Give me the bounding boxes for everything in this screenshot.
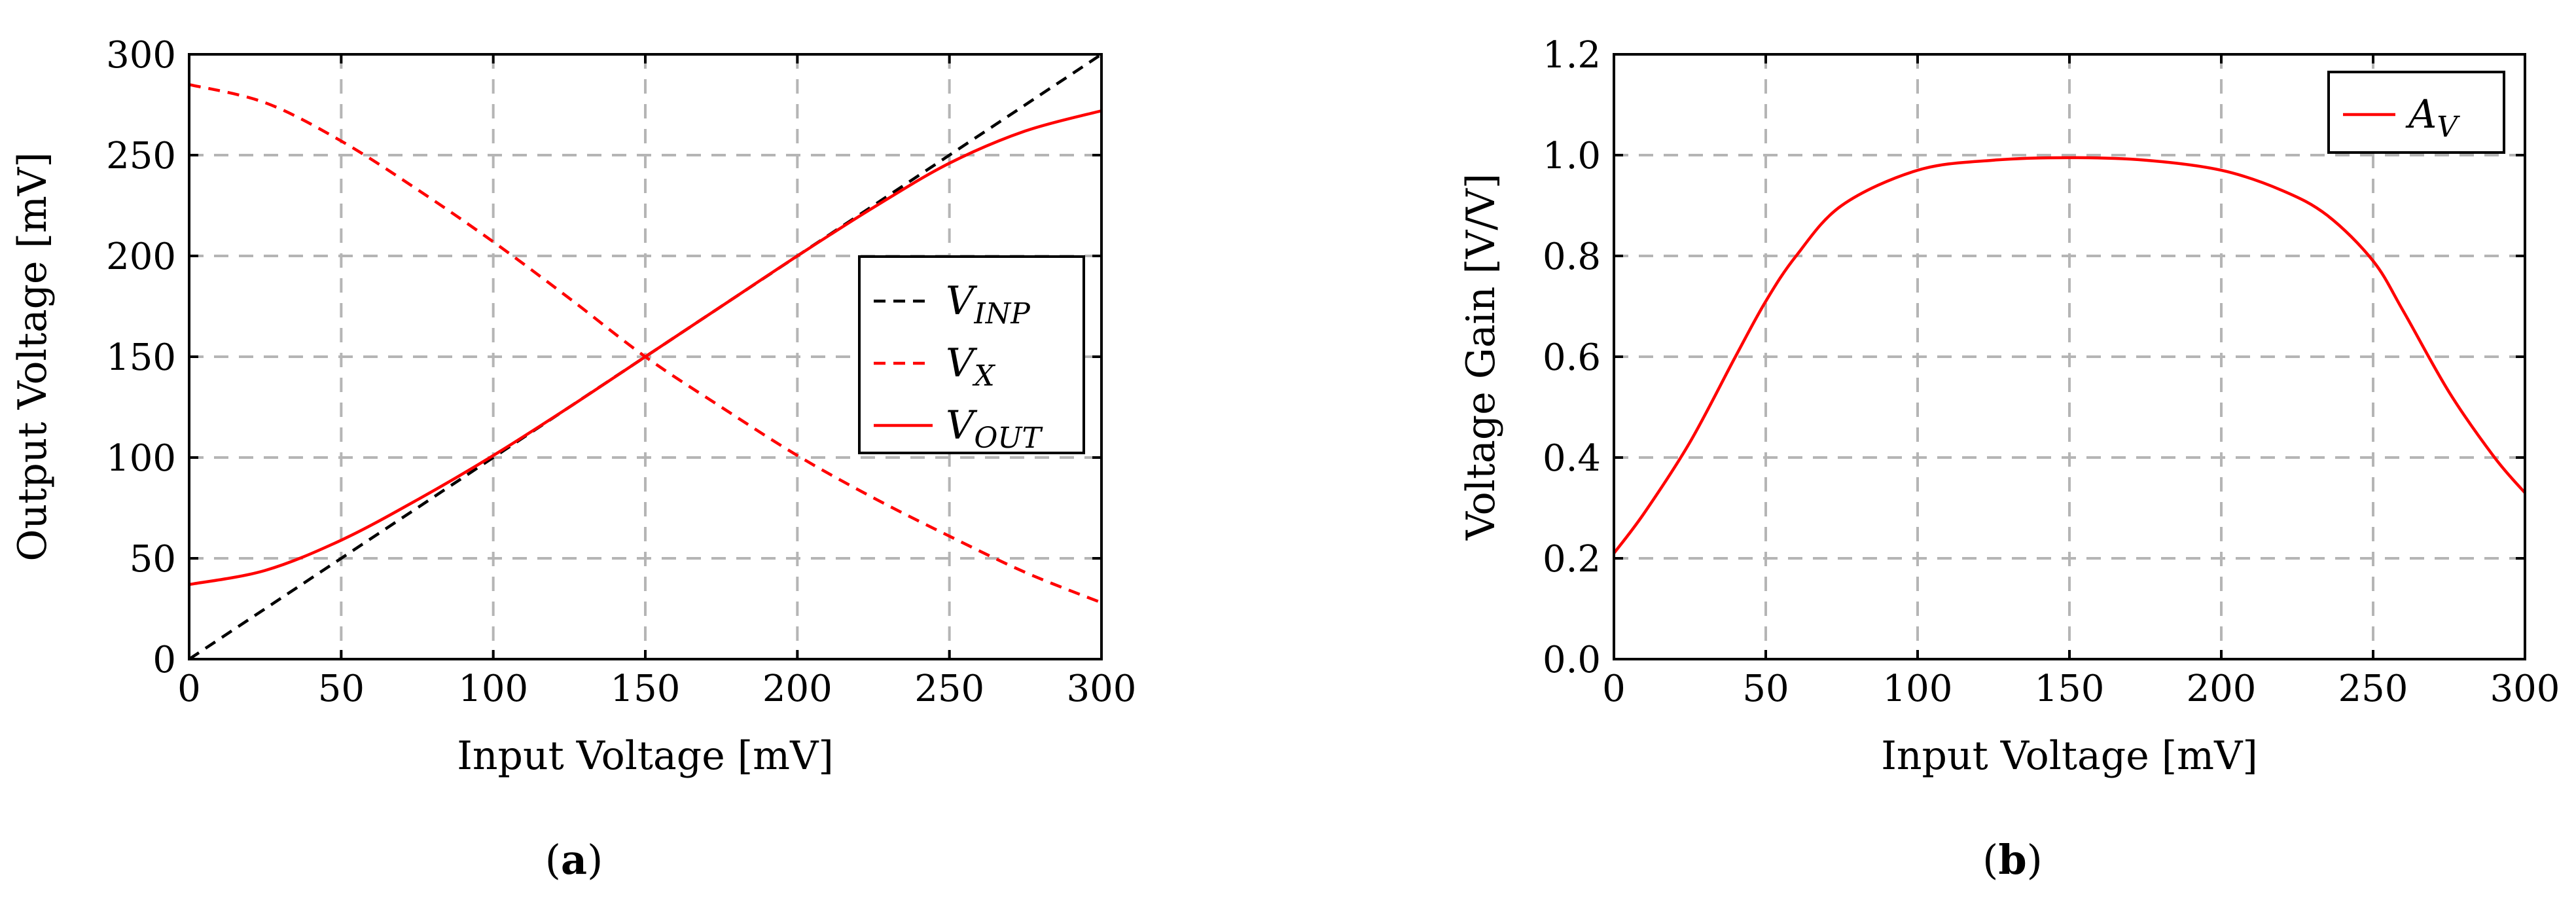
panel-label: (a) <box>545 836 603 884</box>
x-tick-label: 200 <box>762 668 832 710</box>
y-axis-label: Output Voltage [mV] <box>10 152 56 561</box>
y-tick-label: 0.8 <box>1543 236 1601 278</box>
y-tick-label: 1.2 <box>1543 34 1601 77</box>
y-tick-label: 0.0 <box>1543 639 1601 681</box>
legend-entry-subscript: X <box>972 359 995 393</box>
legend-entry: VOUT <box>946 403 1043 455</box>
legend-entry: AV <box>2405 92 2460 144</box>
legend-entry: VINP <box>946 278 1031 331</box>
legend-box <box>858 255 1085 454</box>
chart-panel-a: 0 50 100 150 200 250 300050100150200250300VINP… <box>10 34 1136 884</box>
y-tick-label: 200 <box>106 236 176 278</box>
x-tick-label: 0 <box>177 668 201 710</box>
legend-entry-subscript: OUT <box>974 422 1043 455</box>
x-axis-label: Input Voltage [mV] <box>457 733 834 779</box>
x-tick-label: 150 <box>2035 668 2105 710</box>
chart-panel-b: 0 50 100 150 200 250 300 0.0 0.2 0.4 0.6 0.8 1.0 1.2 A… <box>1458 34 2560 884</box>
legend-entry: VX <box>946 340 995 393</box>
y-tick-label: 0 <box>152 639 176 681</box>
panel-label-paren: ) <box>587 836 603 884</box>
y-tick-label: 0.6 <box>1543 336 1601 379</box>
y-tick-label: 100 <box>106 437 176 480</box>
panel-label-paren: ( <box>1982 836 1998 884</box>
y-tick-label: 300 <box>106 34 176 77</box>
y-tick-label: 0.2 <box>1543 538 1601 581</box>
x-tick-label: 150 <box>611 668 681 710</box>
legend-entry-subscript: INP <box>973 297 1031 331</box>
plot-frame <box>1613 53 2526 660</box>
y-tick-label: 150 <box>106 336 176 379</box>
legend-entry-base: A <box>2405 92 2437 137</box>
y-axis-label: Voltage Gain [V/V] <box>1458 173 1504 541</box>
series-line-v-inp <box>188 53 1103 660</box>
legend-entry-subscript: V <box>2437 111 2460 144</box>
series-line-a-v <box>1613 156 2526 554</box>
panel-label-paren: ( <box>545 836 561 884</box>
panel-label-letter: a <box>561 836 587 884</box>
plot-frame <box>188 53 1103 660</box>
x-tick-label: 250 <box>2338 668 2408 710</box>
x-tick-label: 100 <box>1883 668 1953 710</box>
legend-entry-base: V <box>946 403 978 448</box>
x-tick-label: 50 <box>1742 668 1789 710</box>
legend-entry-base: V <box>946 278 978 324</box>
y-tick-label: 0.4 <box>1543 437 1601 480</box>
x-axis-label: Input Voltage [mV] <box>1881 733 2258 779</box>
legend-entry-base: V <box>946 340 978 386</box>
panel-label-paren: ) <box>2027 836 2043 884</box>
x-tick-label: 0 <box>1602 668 1626 710</box>
panel-label: (b) <box>1982 836 2043 884</box>
y-tick-label: 50 <box>130 538 176 581</box>
series-line-v-out <box>188 109 1102 586</box>
y-tick-label: 250 <box>106 135 176 177</box>
x-tick-label: 300 <box>2490 668 2560 710</box>
x-tick-label: 100 <box>458 668 528 710</box>
panel-label-letter: b <box>1998 836 2026 884</box>
x-tick-label: 200 <box>2187 668 2257 710</box>
x-tick-label: 250 <box>914 668 984 710</box>
legend-box <box>2327 71 2505 154</box>
x-tick-label: 50 <box>318 668 365 710</box>
x-tick-label: 300 <box>1067 668 1137 710</box>
y-tick-label: 1.0 <box>1543 135 1601 177</box>
